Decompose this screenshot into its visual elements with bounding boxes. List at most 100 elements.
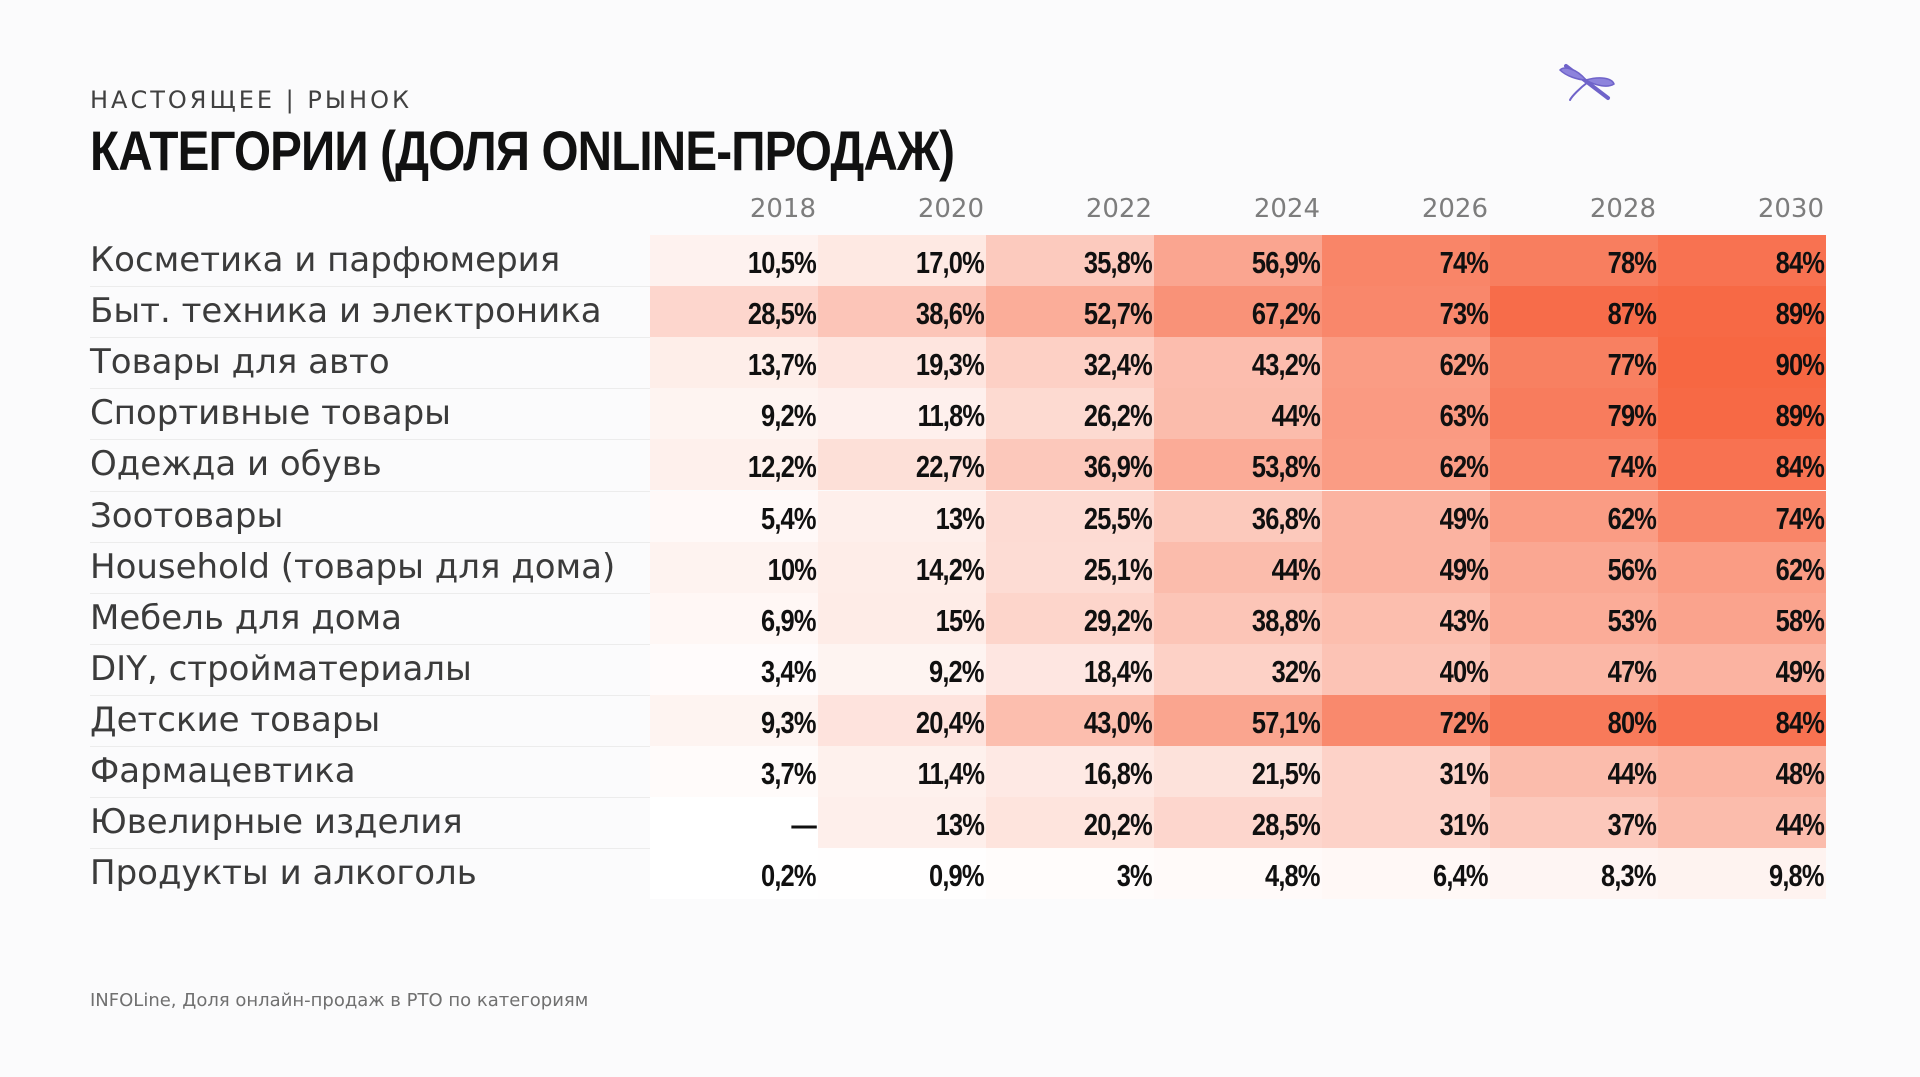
- cell-value-label: 77%: [1607, 347, 1657, 383]
- heatmap-cell: 15%: [818, 592, 986, 644]
- cell-value-label: 49%: [1775, 653, 1825, 689]
- heatmap-cell: 74%: [1322, 235, 1490, 286]
- cell-value-label: 44%: [1607, 756, 1657, 791]
- cell-value-label: 9,3%: [761, 704, 816, 740]
- cell-value-label: 90%: [1775, 347, 1825, 383]
- heatmap-cell: 77%: [1490, 337, 1658, 389]
- cell-value-label: 43,2%: [1252, 347, 1321, 383]
- cell-value-label: 0,9%: [929, 858, 984, 894]
- cell-value-label: 32,4%: [1084, 347, 1153, 383]
- cell-value-label: 10%: [767, 551, 817, 587]
- heatmap-cell: 9,3%: [650, 694, 818, 746]
- heatmap-cell: 52,7%: [986, 286, 1154, 338]
- cell-value-label: 62%: [1439, 347, 1489, 383]
- row-category-label: Фармацевтика: [90, 751, 356, 791]
- heatmap-cell: 62%: [1658, 541, 1826, 593]
- page-title: КАТЕГОРИИ (ДОЛЯ ONLINE-ПРОДАЖ): [90, 119, 955, 182]
- heatmap-cell: 9,2%: [650, 388, 818, 440]
- section-kicker: НАСТОЯЩЕЕ | РЫНОК: [90, 86, 412, 114]
- column-year-label: 2018: [749, 194, 816, 224]
- heatmap-cell: 62%: [1490, 490, 1658, 542]
- heatmap-cell: 38,8%: [1154, 592, 1322, 644]
- cell-value-label: 22,7%: [916, 449, 985, 485]
- cell-value-label: 29,2%: [1084, 602, 1153, 638]
- row-divider: [90, 643, 650, 645]
- column-year-label: 2030: [1757, 194, 1824, 224]
- cell-value-label: 57,1%: [1252, 704, 1321, 740]
- heatmap-cell: 48%: [1658, 746, 1826, 797]
- heatmap-cell: 13%: [818, 797, 986, 849]
- row-divider: [90, 337, 650, 339]
- cell-value-label: 21,5%: [1252, 756, 1321, 791]
- cell-value-label: 48%: [1775, 756, 1825, 791]
- cell-value-label: 84%: [1775, 449, 1825, 485]
- heatmap-cell: 44%: [1658, 797, 1826, 849]
- heatmap-cell: 13%: [818, 490, 986, 542]
- cell-value-label: 36,9%: [1084, 449, 1153, 485]
- heatmap-cell: 16,8%: [986, 746, 1154, 797]
- cell-value-label: 40%: [1439, 653, 1489, 689]
- cell-value-label: 84%: [1775, 245, 1825, 280]
- heatmap-cell: 79%: [1490, 388, 1658, 440]
- row-divider: [90, 490, 650, 492]
- heatmap-cell: 9,8%: [1658, 848, 1826, 900]
- row-category-label: Household (товары для дома): [90, 546, 616, 587]
- heatmap-cell: 67,2%: [1154, 286, 1322, 338]
- cell-value-label: 62%: [1775, 551, 1825, 587]
- column-year-label: 2022: [1085, 194, 1152, 224]
- cell-value-label: 31%: [1439, 756, 1489, 791]
- heatmap-cell: —: [650, 797, 818, 849]
- cell-value-label: 6,4%: [1433, 858, 1488, 894]
- heatmap-cell: 89%: [1658, 286, 1826, 338]
- heatmap-cell: 20,4%: [818, 694, 986, 746]
- row-category-label: DIY, стройматериалы: [90, 648, 472, 689]
- heatmap-cell: 4,8%: [1154, 848, 1322, 900]
- heatmap-cell: 78%: [1490, 235, 1658, 286]
- heatmap-cell: 9,2%: [818, 643, 986, 695]
- heatmap-cell: 53,8%: [1154, 439, 1322, 491]
- cell-value-label: 9,8%: [1769, 858, 1824, 894]
- cell-value-label: 13%: [935, 807, 985, 843]
- row-category-label: Детские товары: [90, 699, 381, 740]
- heatmap-cell: 31%: [1322, 746, 1490, 797]
- cell-value-label: 12,2%: [748, 449, 817, 485]
- row-divider: [90, 388, 650, 390]
- cell-value-label: 13,7%: [748, 347, 817, 383]
- cell-value-label: 73%: [1439, 296, 1489, 332]
- cell-value-label: 53%: [1607, 602, 1657, 638]
- heatmap-cell: 0,2%: [650, 848, 818, 900]
- heatmap-cell: 74%: [1490, 439, 1658, 491]
- cell-value-label: 5,4%: [761, 500, 816, 536]
- cell-value-label: 28,5%: [748, 296, 817, 332]
- heatmap-cell: 38,6%: [818, 286, 986, 338]
- cell-value-label: 20,4%: [916, 704, 985, 740]
- heatmap-cell: 87%: [1490, 286, 1658, 338]
- heatmap-cell: 49%: [1658, 643, 1826, 695]
- heatmap-cell: 73%: [1322, 286, 1490, 338]
- heatmap-cell: 89%: [1658, 388, 1826, 440]
- heatmap-cell: 43,0%: [986, 694, 1154, 746]
- cell-value-label: 74%: [1607, 449, 1657, 485]
- heatmap-cell: 21,5%: [1154, 746, 1322, 797]
- heatmap-cell: 44%: [1490, 746, 1658, 797]
- heatmap-cell: 10,5%: [650, 235, 818, 286]
- heatmap-cell: 10%: [650, 541, 818, 593]
- cell-value-label: 47%: [1607, 653, 1657, 689]
- heatmap-cell: 36,9%: [986, 439, 1154, 491]
- row-divider: [90, 848, 650, 850]
- column-year-label: 2028: [1589, 194, 1656, 224]
- cell-value-label: 80%: [1607, 704, 1657, 740]
- row-divider: [90, 746, 650, 747]
- heatmap-cell: 17,0%: [818, 235, 986, 286]
- heatmap-cell: 11,4%: [818, 746, 986, 797]
- cell-value-label: 3%: [1116, 858, 1153, 894]
- heatmap-cell: 13,7%: [650, 337, 818, 389]
- cell-value-label: 44%: [1775, 807, 1825, 843]
- cell-value-label: 56%: [1607, 551, 1657, 587]
- cell-value-label: 4,8%: [1265, 858, 1320, 894]
- cell-value-label: 36,8%: [1252, 500, 1321, 536]
- heatmap-cell: 74%: [1658, 490, 1826, 542]
- row-category-label: Одежда и обувь: [90, 444, 382, 485]
- row-category-label: Косметика и парфюмерия: [90, 240, 561, 280]
- column-year-label: 2026: [1421, 194, 1488, 224]
